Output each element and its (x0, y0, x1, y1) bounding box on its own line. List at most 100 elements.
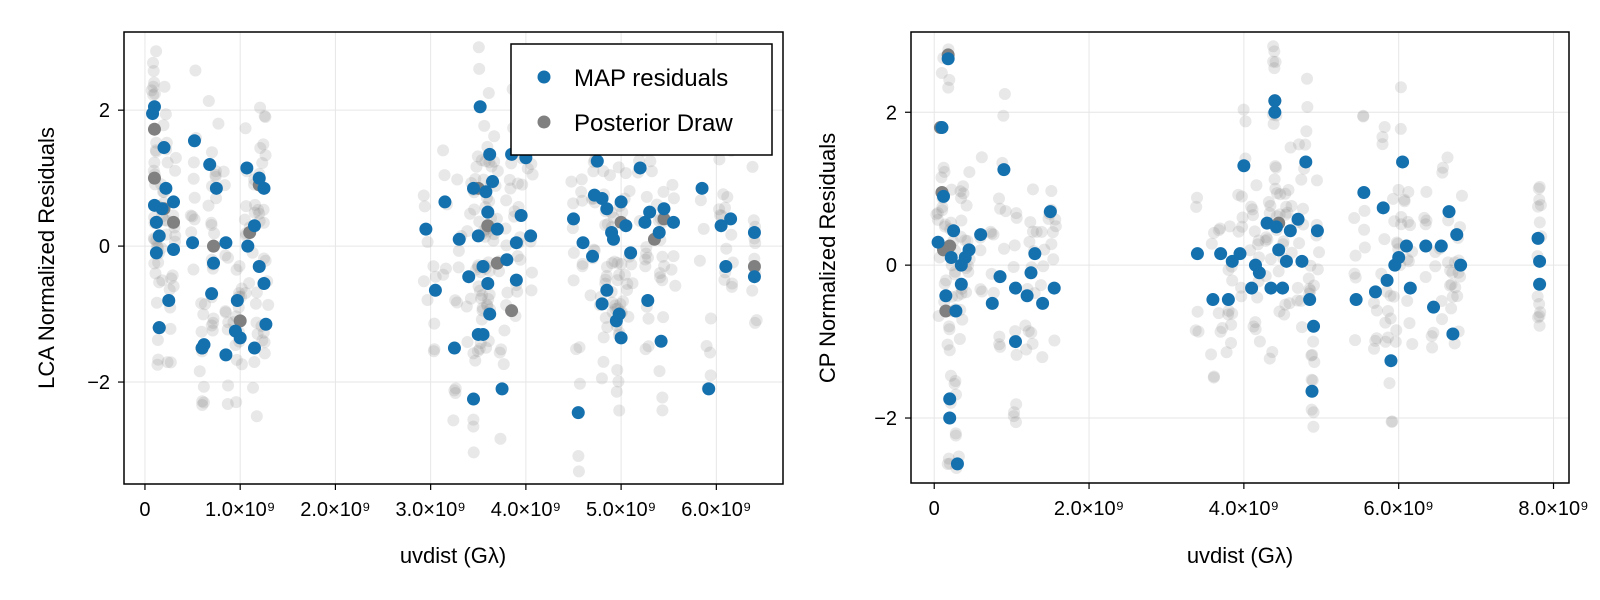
lca-posterior-sample (488, 130, 501, 143)
cp-map-residual-point (1206, 293, 1220, 307)
cp-map-residual-point (1221, 293, 1235, 307)
cp-posterior-sample (1305, 373, 1318, 386)
lca-posterior-sample (511, 177, 524, 190)
cp-posterior-sample (1449, 281, 1462, 294)
lca-posterior-sample (230, 353, 243, 366)
cp-posterior-sample (1281, 206, 1294, 219)
cp-posterior-sample (935, 66, 948, 79)
cp-posterior-sample (1446, 266, 1459, 279)
lca-map-residual-point (157, 141, 171, 155)
lca-map-residual-point (483, 147, 497, 161)
cp-map-residual-point (1419, 239, 1433, 253)
cp-posterior-sample (1436, 313, 1449, 326)
lca-posterior-sample (169, 164, 182, 177)
cp-map-residual-point (1009, 281, 1023, 295)
cp-posterior-sample (1301, 72, 1314, 85)
cp-posterior-sample (1357, 110, 1370, 123)
lca-map-residual-point (695, 181, 709, 195)
cp-posterior-sample (1263, 352, 1276, 365)
lca-map-residual-point (155, 202, 169, 216)
lca-map-residual-point (159, 181, 173, 195)
cp-map-residual-point (1427, 300, 1441, 314)
lca-posterior-sample (219, 305, 232, 318)
cp-posterior-sample (1010, 211, 1023, 224)
cp-posterior-sample (1191, 191, 1204, 204)
cp-posterior-sample (1252, 234, 1265, 247)
lca-posterior-sample (188, 191, 201, 204)
lca-posterior-sample (205, 146, 218, 159)
cp-posterior-sample (1269, 55, 1282, 68)
lca-posterior-draw-point (505, 304, 519, 318)
cp-posterior-sample (1226, 274, 1239, 287)
cp-posterior-sample (949, 429, 962, 442)
cp-posterior-sample (1295, 321, 1308, 334)
legend-posterior-label: Posterior Draw (574, 110, 733, 137)
lca-map-residual-point (638, 215, 652, 229)
cp-posterior-sample (1533, 180, 1546, 193)
cp-posterior-sample (1007, 410, 1020, 423)
cp-posterior-sample (1386, 415, 1399, 428)
lca-posterior-sample (565, 175, 578, 188)
lca-posterior-sample (625, 258, 638, 271)
cp-posterior-sample (1533, 319, 1546, 332)
lca-map-residual-point (483, 307, 497, 321)
cp-posterior-sample (985, 227, 998, 240)
cp-posterior-sample (1451, 290, 1464, 303)
cp-posterior-sample (1388, 215, 1401, 228)
lca-posterior-sample (198, 298, 211, 311)
lca-posterior-sample (611, 274, 624, 287)
lca-posterior-sample (656, 274, 669, 287)
cp-posterior-sample (1035, 225, 1048, 238)
cp-posterior-sample (936, 201, 949, 214)
lca-posterior-sample (597, 165, 610, 178)
lca-map-residual-point (197, 338, 211, 352)
cp-posterior-sample (1225, 318, 1238, 331)
lca-posterior-sample (525, 284, 538, 297)
lca-posterior-sample (152, 256, 165, 269)
cp-posterior-sample (1279, 208, 1292, 221)
cp-posterior-sample (1300, 125, 1313, 138)
lca-map-residual-point (452, 232, 466, 246)
lca-posterior-sample (494, 432, 507, 445)
lca-map-residual-point (747, 226, 761, 240)
lca-posterior-sample (219, 249, 232, 262)
lca-posterior-sample (169, 229, 182, 242)
cp-posterior-sample (1205, 348, 1218, 361)
cp-posterior-sample (1533, 298, 1546, 311)
lca-posterior-draw-point (233, 314, 247, 328)
lca-posterior-sample (697, 222, 710, 235)
lca-posterior-sample (597, 331, 610, 344)
lca-posterior-sample (704, 312, 717, 325)
lca-posterior-sample (491, 164, 504, 177)
cp-posterior-sample (943, 323, 956, 336)
lca-posterior-sample (208, 227, 221, 240)
lca-posterior-sample (464, 207, 477, 220)
cp-posterior-sample (1306, 348, 1319, 361)
lca-map-residual-point (167, 195, 181, 209)
lca-map-residual-point (643, 205, 657, 219)
cp-posterior-sample (1223, 220, 1236, 233)
lca-map-residual-point (147, 100, 161, 114)
lca-posterior-sample (657, 185, 670, 198)
cp-map-residual-point (937, 189, 951, 203)
cp-posterior-sample (1237, 103, 1250, 116)
lca-posterior-sample (620, 284, 633, 297)
cp-map-residual-point (1279, 254, 1293, 268)
lca-posterior-sample (195, 297, 208, 310)
cp-posterior-sample (1358, 241, 1371, 254)
cp-posterior-sample (956, 313, 969, 326)
cp-residuals-panel: 0 2.0×10⁹ 4.0×10⁹ 6.0×10⁹ 8.0×10⁹ −2 0 2 uvdis… (815, 31, 1589, 568)
cp-posterior-sample (1271, 187, 1284, 200)
lca-map-residual-point (724, 212, 738, 226)
cp-posterior-sample (1220, 346, 1233, 359)
lca-posterior-sample (667, 250, 680, 263)
cp-posterior-sample (1379, 335, 1392, 348)
lca-posterior-sample (452, 261, 465, 274)
cp-posterior-sample (1357, 109, 1370, 122)
lca-posterior-sample (253, 207, 266, 220)
cp-posterior-sample (1261, 233, 1274, 246)
lca-map-residual-point (719, 259, 733, 273)
lca-map-residual-point (219, 348, 233, 362)
cp-posterior-sample (1248, 225, 1261, 238)
cp-posterior-sample (1225, 336, 1238, 349)
